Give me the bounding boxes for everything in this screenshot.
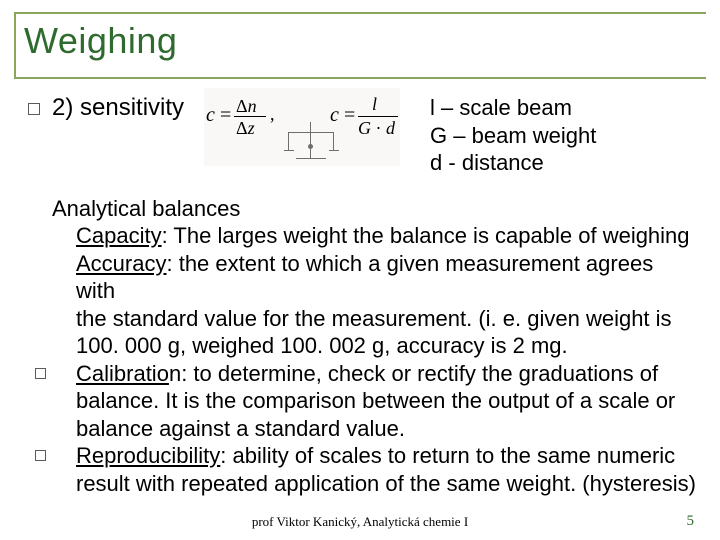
formula-num1: Δn (236, 96, 257, 117)
formula-bar2 (358, 116, 398, 117)
rule-top-2 (14, 77, 706, 79)
accuracy-text-2: the standard value for the measurement. … (76, 305, 698, 333)
calibration-line-3: balance against a standard value. (28, 415, 698, 443)
reproducibility-text-1: Reproducibility: ability of scales to re… (76, 442, 698, 470)
formula-comma: , (270, 104, 275, 125)
sensitivity-label: 2) sensitivity (52, 94, 204, 122)
calibration-line-2: balance. It is the comparison between th… (28, 387, 698, 415)
slide: Weighing 2) sensitivity c = Δn Δz , c = … (0, 0, 720, 540)
accuracy-label: Accuracy (76, 251, 166, 276)
accuracy-text-1: Accuracy: the extent to which a given me… (76, 250, 698, 305)
accuracy-line-1: Accuracy: the extent to which a given me… (28, 250, 698, 305)
reproducibility-label: Reproducibility (76, 443, 220, 468)
formula-eq1: = (220, 104, 231, 127)
accuracy-line-3: 100. 000 g, weighed 100. 002 g, accuracy… (28, 332, 698, 360)
body-heading-line: Analytical balances (28, 195, 698, 223)
formula-den1: Δz (236, 118, 255, 139)
body-heading: Analytical balances (52, 195, 698, 223)
bullet-icon (28, 103, 40, 115)
formula-legend: l – scale beam G – beam weight d - dista… (430, 94, 698, 177)
calibration-text-2: balance. It is the comparison between th… (76, 387, 698, 415)
capacity-line: Capacity: The larges weight the balance … (28, 222, 698, 250)
legend-l: l – scale beam (430, 94, 698, 122)
legend-g: G – beam weight (430, 122, 698, 150)
capacity-label: Capacity (76, 223, 162, 248)
formula-eq2: = (344, 104, 355, 127)
reproducibility-text-2: result with repeated application of the … (76, 470, 698, 498)
rule-left (14, 12, 16, 78)
formula-den2: G · d (358, 118, 395, 139)
calibration-line-1: Calibration: to determine, check or rect… (28, 360, 698, 388)
footer-text: prof Viktor Kanický, Analytická chemie I (0, 514, 720, 530)
accuracy-text-3: 100. 000 g, weighed 100. 002 g, accuracy… (76, 332, 698, 360)
reproducibility-line-1: Reproducibility: ability of scales to re… (28, 442, 698, 470)
formula-bar1 (234, 116, 266, 117)
bullet-col (28, 442, 52, 461)
slide-title: Weighing (24, 20, 177, 62)
body-block: Analytical balances Capacity: The larges… (28, 195, 698, 498)
accuracy-line-2: the standard value for the measurement. … (28, 305, 698, 333)
content-area: 2) sensitivity c = Δn Δz , c = l G · d (28, 94, 698, 497)
calibration-label: Calibratio (76, 361, 169, 386)
calibration-text-1: Calibration: to determine, check or rect… (76, 360, 698, 388)
page-number: 5 (687, 513, 695, 530)
bullet-icon (35, 450, 46, 461)
formula-image: c = Δn Δz , c = l G · d (204, 88, 400, 166)
formula-c1: c (206, 104, 215, 127)
reproducibility-line-2: result with repeated application of the … (28, 470, 698, 498)
balance-sketch-icon (288, 122, 334, 162)
bullet-icon (35, 368, 46, 379)
rule-top-1 (14, 12, 706, 14)
bullet-col (28, 360, 52, 379)
capacity-text: Capacity: The larges weight the balance … (76, 222, 698, 250)
sensitivity-row: 2) sensitivity c = Δn Δz , c = l G · d (28, 94, 698, 177)
calibration-text-3: balance against a standard value. (76, 415, 698, 443)
legend-d: d - distance (430, 149, 698, 177)
formula-num2: l (372, 94, 377, 115)
